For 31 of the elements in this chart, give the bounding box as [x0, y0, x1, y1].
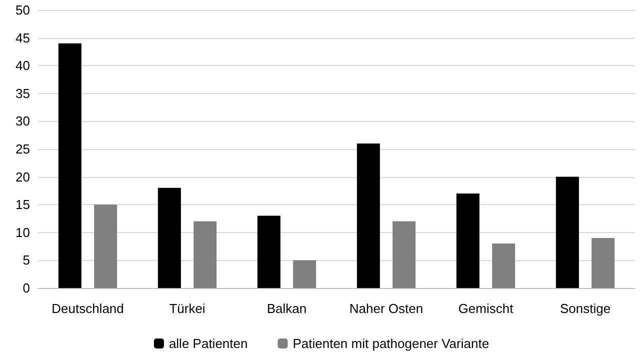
y-tick-label: 15: [16, 197, 30, 212]
bar: [556, 176, 579, 288]
bar: [58, 43, 82, 288]
x-tick-label: Balkan: [266, 301, 307, 316]
y-tick-label: 0: [22, 280, 30, 296]
bar: [592, 238, 615, 288]
bar: [194, 221, 217, 288]
y-tick-label: 40: [16, 58, 30, 74]
x-tick-label: Deutschland: [52, 301, 124, 316]
legend-label: alle Patienten: [168, 336, 248, 351]
bar: [158, 188, 181, 288]
y-tick-label: 50: [16, 2, 30, 18]
y-tick-label: 20: [16, 169, 30, 184]
x-tick-label: Naher Osten: [349, 301, 424, 316]
bar: [94, 204, 118, 288]
y-tick-label: 10: [16, 224, 30, 240]
x-tick-label: Sonstige: [560, 301, 611, 316]
y-tick-label: 25: [16, 142, 30, 156]
x-tick-label: Türkei: [169, 301, 206, 316]
legend-label: Patienten mit pathogener Variante: [292, 336, 490, 351]
y-tick-label: 5: [22, 252, 30, 268]
y-tick-label: 45: [16, 30, 30, 46]
bar: [492, 244, 516, 288]
y-tick-label: 35: [16, 86, 30, 101]
bar: [293, 260, 316, 288]
bar: [356, 143, 380, 288]
y-tick-label: 30: [16, 114, 30, 129]
bar: [257, 216, 280, 288]
bar: [456, 193, 480, 288]
x-tick-label: Gemischt: [458, 301, 514, 316]
bar: [392, 221, 416, 288]
